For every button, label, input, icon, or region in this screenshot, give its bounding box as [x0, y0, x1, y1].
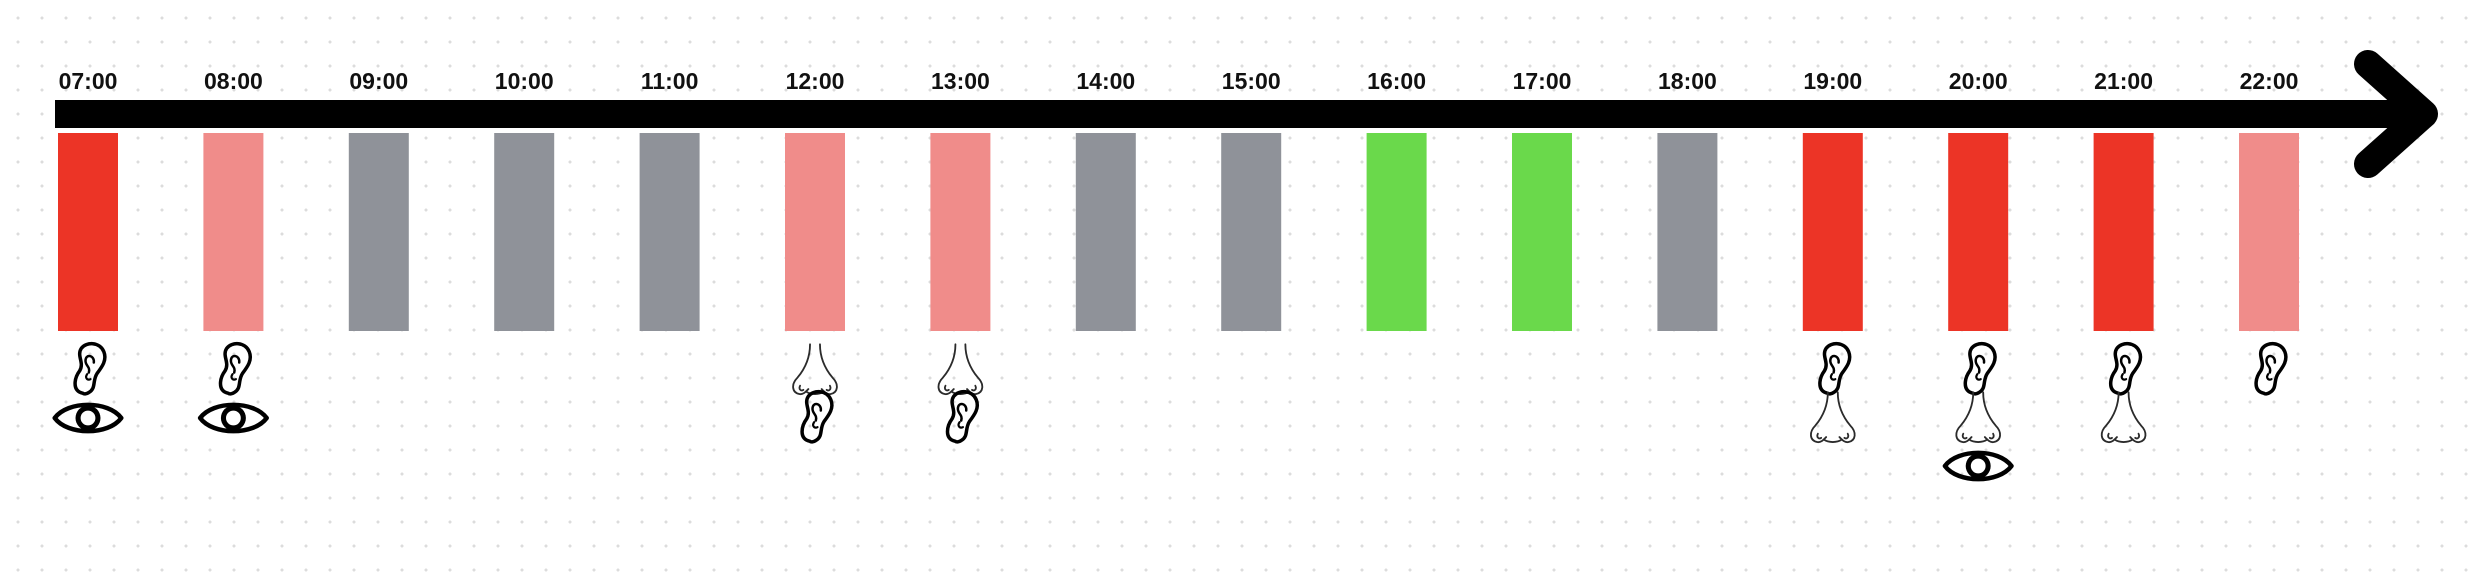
hour-label: 21:00: [2094, 68, 2153, 94]
hour-bar-gray: [1221, 133, 1282, 331]
hour-labels: 07:00 08:00 09:00 10:00 11:00 12:00 13:00 14:00…: [59, 68, 2299, 94]
hour-label: 08:00: [204, 68, 263, 94]
hour-bar-green: [1512, 133, 1572, 331]
timeline-arrow-shaft: [55, 100, 2405, 128]
nose-icon: [1955, 391, 2002, 444]
hour-icons: [55, 341, 2288, 479]
hour-label: 14:00: [1076, 68, 1135, 94]
hour-bar-gray: [494, 133, 555, 331]
hour-label: 19:00: [1803, 68, 1862, 94]
hour-label: 22:00: [2240, 68, 2299, 94]
hour-bar-green: [1366, 133, 1427, 331]
hour-label: 09:00: [349, 68, 408, 94]
ear-icon: [2254, 341, 2288, 396]
hour-bar-gray: [1075, 133, 1136, 331]
ear-icon: [1818, 341, 1852, 396]
hour-label: 16:00: [1367, 68, 1426, 94]
hour-bar-pink: [203, 133, 264, 331]
hour-bar-gray: [1657, 133, 1718, 331]
ear-icon: [2108, 341, 2143, 396]
eye-icon: [200, 405, 267, 431]
hour-label: 20:00: [1949, 68, 2008, 94]
hour-label: 12:00: [786, 68, 845, 94]
hour-bar-pink: [930, 133, 991, 331]
hour-label: 07:00: [59, 68, 118, 94]
hour-bar-red: [1948, 133, 2009, 331]
hour-bar-gray: [639, 133, 700, 331]
ear-icon: [218, 341, 253, 396]
hour-label: 15:00: [1222, 68, 1281, 94]
hour-bars: [58, 133, 2299, 331]
nose-icon: [937, 343, 984, 396]
ear-icon: [1963, 341, 1997, 396]
timeline-arrow-head: [2354, 50, 2438, 178]
eye-icon: [1945, 453, 2012, 479]
nose-icon: [2100, 391, 2147, 444]
ear-icon: [73, 341, 107, 396]
hour-bar-pink: [785, 133, 845, 331]
hour-bar-pink: [2239, 133, 2299, 331]
hour-label: 17:00: [1513, 68, 1572, 94]
hour-bar-red: [58, 133, 118, 331]
hour-bar-red: [1802, 133, 1863, 331]
eye-icon: [55, 405, 122, 431]
hour-bar-gray: [348, 133, 409, 331]
hour-label: 11:00: [641, 68, 699, 94]
hour-bar-red: [2093, 133, 2154, 331]
hour-label: 10:00: [495, 68, 554, 94]
hour-label: 13:00: [931, 68, 990, 94]
nose-icon: [792, 343, 838, 396]
ear-icon: [945, 389, 980, 444]
ear-icon: [800, 389, 834, 444]
hour-label: 18:00: [1658, 68, 1717, 94]
nose-icon: [1809, 391, 1856, 444]
